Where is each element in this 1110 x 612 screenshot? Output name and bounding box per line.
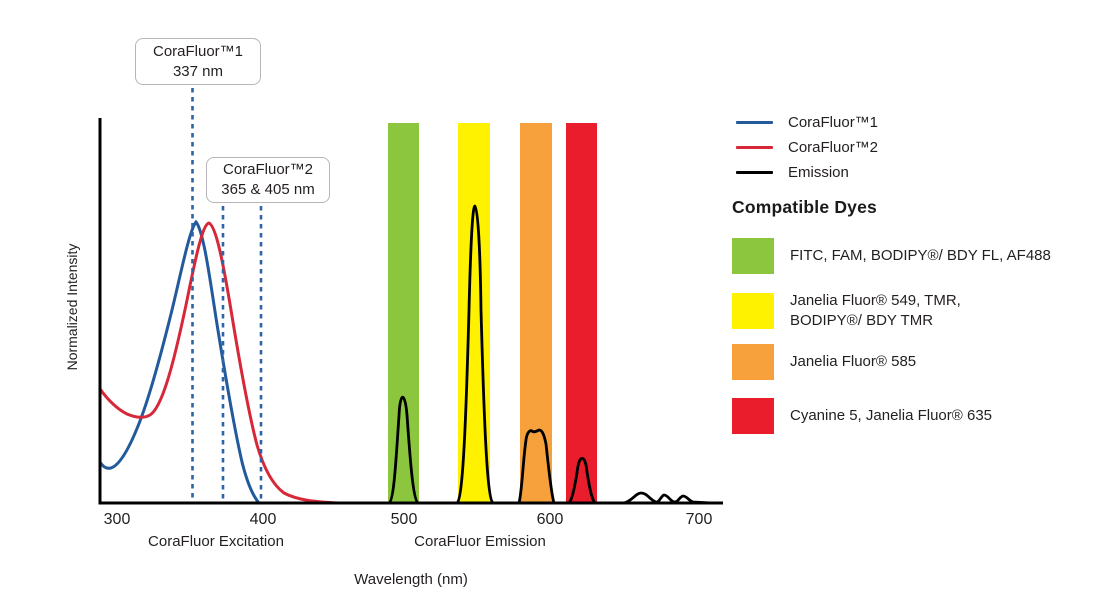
orange-color-swatch [732, 344, 774, 380]
x-tick-600: 600 [537, 511, 564, 528]
annotation-corafluor2: CoraFluor™2 365 & 405 nm [206, 157, 330, 203]
dye-label-line1: Janelia Fluor® 549, TMR, [790, 292, 961, 309]
filter-band-red [566, 123, 597, 503]
blue-line-swatch [736, 121, 773, 124]
dye-label-line2: BODIPY®/ BDY TMR [790, 312, 934, 329]
dye-label: FITC, FAM, BODIPY®/ BDY FL, AF488 [790, 247, 1051, 264]
dye-label: Janelia Fluor® 585 [790, 353, 917, 370]
dye-row-red: Cyanine 5, Janelia Fluor® 635 [732, 398, 1102, 434]
legend-item-corafluor2: CoraFluor™2 [732, 135, 1102, 160]
excitation-section-label: CoraFluor Excitation [148, 533, 284, 550]
annotation-corafluor1: CoraFluor™1 337 nm [135, 38, 261, 85]
x-tick-400: 400 [250, 511, 277, 528]
dye-row-yellow: Janelia Fluor® 549, TMR, BODIPY®/ BDY TM… [732, 291, 1102, 331]
legend-item-corafluor1: CoraFluor™1 [732, 110, 1102, 135]
dye-row-green: FITC, FAM, BODIPY®/ BDY FL, AF488 [732, 238, 1102, 274]
x-axis-title: Wavelength (nm) [354, 571, 468, 588]
x-tick-700: 700 [686, 511, 713, 528]
legend-label: CoraFluor™1 [788, 114, 879, 131]
x-tick-300: 300 [104, 511, 131, 528]
annotation-corafluor1-name: CoraFluor™1 [152, 42, 244, 60]
dye-label: Cyanine 5, Janelia Fluor® 635 [790, 407, 993, 424]
legend-label: Emission [788, 164, 849, 181]
red-line-swatch [736, 146, 773, 149]
black-line-swatch [736, 171, 773, 174]
legend-label: CoraFluor™2 [788, 139, 879, 156]
compatible-dyes-list: FITC, FAM, BODIPY®/ BDY FL, AF488 Janeli… [732, 238, 1102, 434]
legend-panel: CoraFluor™1 CoraFluor™2 Emission Compati… [732, 110, 1102, 434]
x-tick-500: 500 [391, 511, 418, 528]
corafluor1-excitation-curve [98, 219, 261, 505]
y-axis-title: Normalized Intensity [64, 244, 80, 371]
green-color-swatch [732, 238, 774, 274]
legend-item-emission: Emission [732, 160, 1102, 185]
yellow-color-swatch [732, 293, 774, 329]
annotation-corafluor2-name: CoraFluor™2 [222, 161, 314, 178]
corafluor2-excitation-curve [98, 221, 364, 505]
filter-band-green [388, 123, 419, 503]
annotation-corafluor2-wavelength: 365 & 405 nm [221, 181, 315, 198]
emission-section-label: CoraFluor Emission [414, 533, 546, 550]
red-color-swatch [732, 398, 774, 434]
compatible-dyes-heading: Compatible Dyes [732, 197, 877, 217]
dye-label: Janelia Fluor® 549, TMR, BODIPY®/ BDY TM… [790, 291, 961, 331]
annotation-corafluor1-wavelength: 337 nm [172, 62, 224, 80]
dye-row-orange: Janelia Fluor® 585 [732, 344, 1102, 380]
